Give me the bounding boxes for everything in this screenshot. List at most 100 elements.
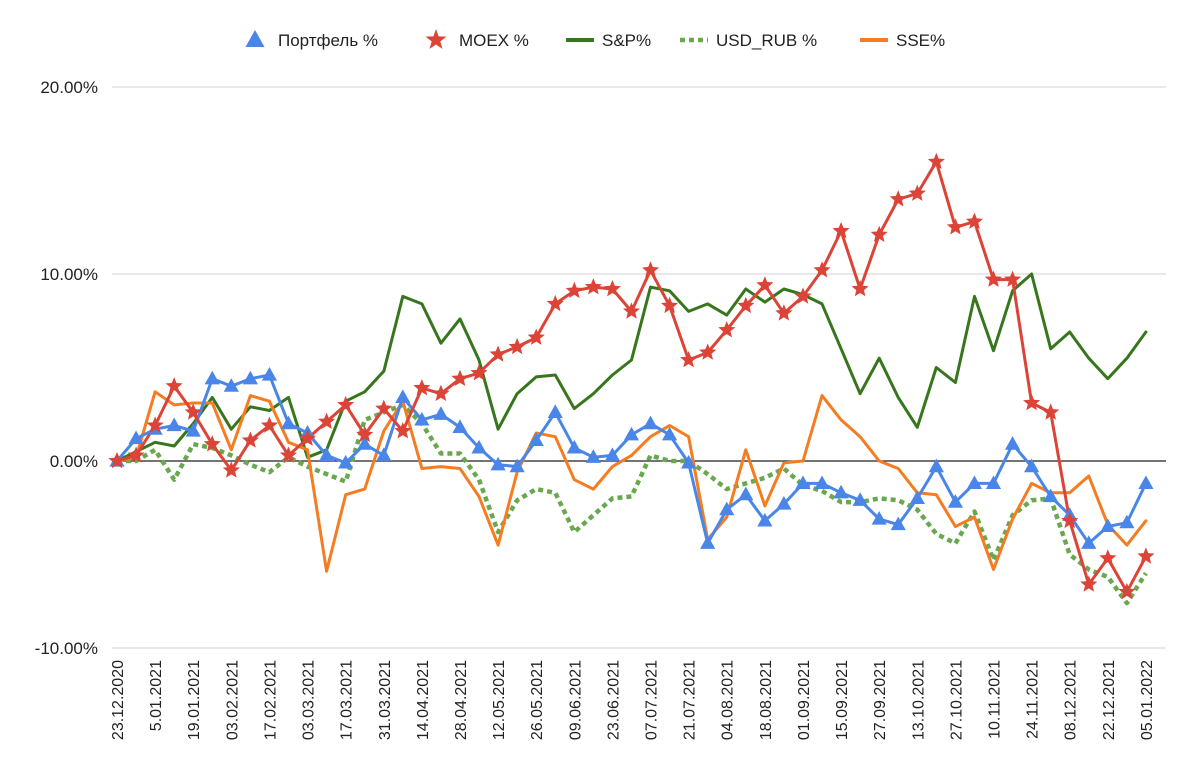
point-moex: [813, 261, 831, 278]
point-portfolio: [1119, 514, 1135, 529]
x-tick-label: 15.09.2021: [834, 660, 851, 740]
point-moex: [260, 416, 278, 433]
point-moex: [146, 416, 164, 433]
x-tick-label: 27.10.2021: [948, 660, 965, 740]
point-portfolio: [395, 389, 411, 404]
point-portfolio: [223, 378, 239, 392]
y-tick-label: 20.00%: [40, 78, 98, 97]
point-portfolio: [376, 447, 392, 461]
point-portfolio: [928, 458, 944, 473]
point-moex: [775, 304, 793, 321]
point-portfolio: [871, 510, 887, 525]
point-portfolio: [795, 475, 811, 490]
x-tick-label: 24.11.2021: [1025, 660, 1042, 739]
point-moex: [622, 302, 640, 319]
point-moex: [584, 278, 602, 295]
point-portfolio: [738, 486, 754, 501]
point-moex: [1118, 582, 1136, 600]
x-tick-label: 21.07.2021: [682, 660, 699, 740]
point-moex: [965, 212, 983, 229]
x-tick-label: 13.10.2021: [910, 660, 927, 740]
point-moex: [222, 461, 240, 478]
point-portfolio: [814, 475, 830, 490]
point-portfolio: [623, 426, 640, 441]
point-moex: [375, 399, 393, 416]
point-portfolio: [1043, 488, 1059, 503]
point-portfolio: [547, 404, 563, 418]
x-tick-label: 17.02.2021: [262, 660, 279, 740]
point-portfolio: [1004, 436, 1021, 450]
point-moex: [946, 218, 964, 235]
point-portfolio: [966, 475, 983, 490]
point-portfolio: [681, 454, 697, 469]
point-portfolio: [1100, 518, 1116, 533]
series-line-s-p: [115, 272, 1148, 463]
point-portfolio: [452, 419, 468, 433]
x-tick-label: 03.02.2021: [224, 660, 241, 740]
point-portfolio: [909, 490, 925, 504]
legend-item-s-p: S&P%: [566, 31, 651, 50]
point-portfolio: [528, 432, 544, 447]
legend-label: MOEX %: [459, 31, 529, 50]
y-tick-label: 0.00%: [50, 452, 98, 471]
x-tick-label: 23.12.2020: [110, 660, 127, 740]
point-portfolio: [585, 449, 601, 463]
point-portfolio: [509, 458, 525, 473]
point-portfolio: [166, 417, 182, 432]
series-markers: [108, 152, 1155, 600]
series-lines: [115, 160, 1148, 606]
point-moex: [603, 280, 621, 297]
legend-label: S&P%: [602, 31, 651, 50]
point-moex: [451, 369, 469, 386]
point-portfolio: [1024, 458, 1040, 473]
point-moex: [1023, 394, 1041, 411]
point-moex: [565, 281, 583, 299]
x-tick-label: 31.03.2021: [377, 660, 394, 740]
x-tick-label: 05.01.2022: [1139, 660, 1156, 740]
point-moex: [984, 270, 1003, 287]
point-moex: [1042, 403, 1060, 420]
x-tick-label: 26.05.2021: [529, 660, 546, 740]
point-moex: [889, 190, 907, 207]
point-moex: [1080, 575, 1098, 592]
x-tick-label: 03.03.2021: [301, 660, 318, 740]
point-portfolio: [1081, 535, 1097, 549]
y-axis: 20.00% 10.00% 0.00% -10.00%: [35, 78, 98, 658]
point-moex: [127, 446, 145, 463]
point-moex: [203, 435, 221, 452]
gridlines: [112, 86, 1166, 649]
point-portfolio: [1138, 475, 1154, 490]
point-portfolio: [985, 475, 1002, 490]
x-axis: 23.12.2020 5.01.2021 19.01.2021 03.02.2021 1…: [110, 660, 1156, 740]
x-tick-label: 27.09.2021: [872, 660, 889, 740]
point-portfolio: [338, 454, 354, 469]
series-line-portfolio: [115, 373, 1148, 545]
point-moex: [1004, 270, 1022, 287]
point-portfolio: [357, 436, 373, 450]
point-moex: [184, 403, 202, 420]
x-tick-label: 19.01.2021: [186, 660, 203, 740]
point-portfolio: [947, 494, 963, 508]
x-tick-label: 28.04.2021: [453, 660, 470, 740]
point-moex: [680, 351, 698, 368]
point-moex: [318, 412, 336, 429]
point-moex: [165, 377, 183, 394]
point-moex: [870, 225, 888, 242]
point-moex: [851, 280, 869, 297]
point-portfolio: [185, 423, 201, 437]
point-moex: [1099, 549, 1117, 566]
point-moex: [413, 379, 431, 396]
x-tick-label: 04.08.2021: [720, 660, 737, 740]
point-moex: [432, 384, 450, 401]
legend-item-portfolio: Портфель %: [245, 30, 378, 50]
point-moex: [1137, 547, 1155, 564]
point-portfolio: [433, 406, 449, 420]
point-portfolio: [852, 492, 868, 506]
point-portfolio: [642, 415, 659, 430]
point-moex: [108, 452, 126, 469]
legend-symbol-triangle-icon: [245, 30, 265, 47]
legend-symbol-star-icon: [425, 29, 447, 49]
point-moex: [470, 364, 488, 381]
point-portfolio: [604, 447, 621, 461]
